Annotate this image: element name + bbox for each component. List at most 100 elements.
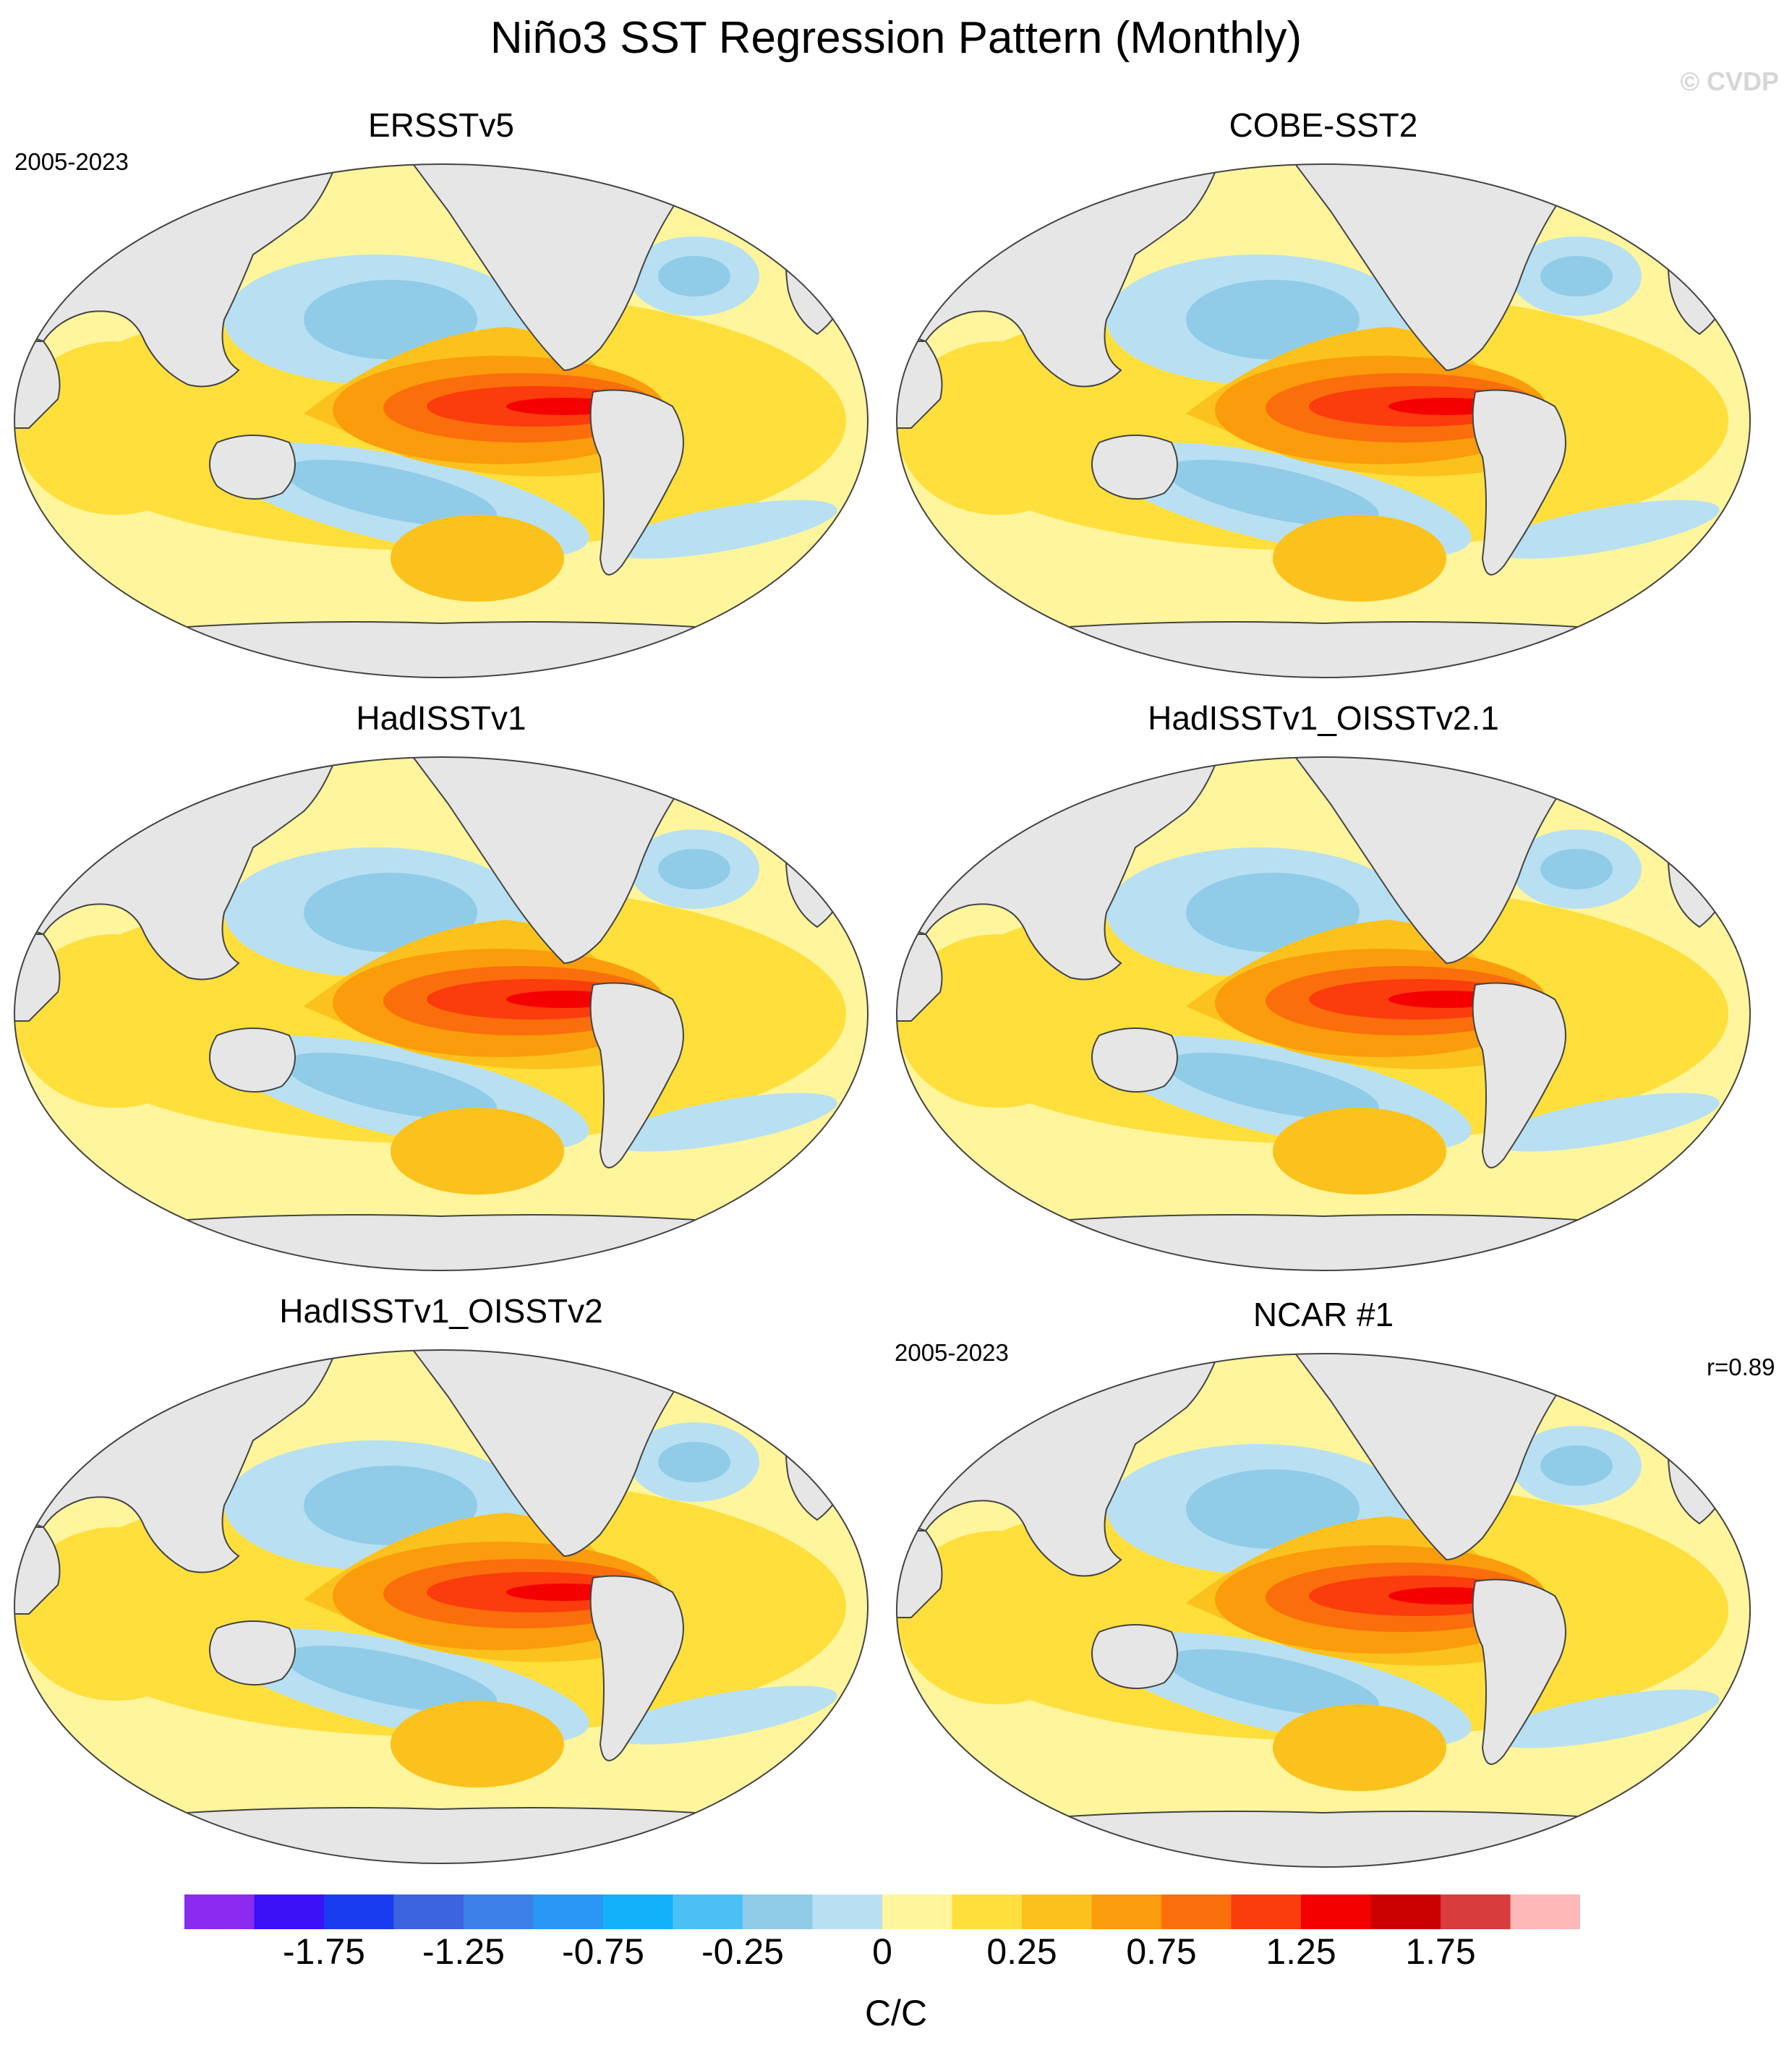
panel-title: ERSSTv5 bbox=[368, 106, 514, 144]
sst-contour bbox=[1491, 500, 1720, 559]
map-panel: HadISSTv1_OISSTv2 bbox=[0, 1294, 882, 1887]
land-mass bbox=[209, 1028, 296, 1093]
colorbar-tick-label: -1.25 bbox=[422, 1931, 505, 1972]
land-mass bbox=[589, 982, 684, 1169]
land-mass bbox=[1472, 1578, 1566, 1765]
map-outline bbox=[14, 1349, 869, 1864]
sst-contour bbox=[658, 1442, 730, 1482]
map-field bbox=[14, 1350, 868, 1863]
sst-contour bbox=[1166, 1649, 1379, 1717]
sst-contour bbox=[14, 1527, 217, 1701]
sst-contour bbox=[609, 500, 837, 559]
colorbar-segment bbox=[1370, 1894, 1441, 1929]
colorbar-segment bbox=[1161, 1894, 1232, 1929]
colorbar-segment bbox=[1022, 1894, 1092, 1929]
period-label: 2005-2023 bbox=[895, 1339, 1009, 1366]
sst-contour bbox=[304, 280, 477, 359]
sst-contour bbox=[1491, 1689, 1720, 1748]
colorbar-segment bbox=[464, 1894, 534, 1929]
land-mass bbox=[209, 435, 296, 500]
sst-map bbox=[896, 1353, 1751, 1868]
colorbar-tick-label: 1.25 bbox=[1266, 1931, 1336, 1972]
colorbar-segment bbox=[952, 1894, 1022, 1929]
colorbar-segment bbox=[743, 1894, 813, 1929]
map-field bbox=[14, 164, 868, 678]
colorbar-segment bbox=[603, 1894, 673, 1929]
colorbar-segment bbox=[673, 1894, 743, 1929]
map-outline bbox=[14, 163, 869, 678]
sst-contour bbox=[1186, 1469, 1360, 1549]
sst-contour bbox=[1166, 1052, 1379, 1120]
page-title: Niño3 SST Regression Pattern (Monthly) bbox=[490, 13, 1302, 63]
sst-contour bbox=[1491, 1093, 1720, 1152]
sst-contour bbox=[609, 1093, 837, 1152]
colorbar-tick-label: -0.75 bbox=[562, 1931, 644, 1972]
sst-map bbox=[14, 1349, 869, 1864]
land-mass bbox=[14, 1807, 868, 1863]
land-mass bbox=[1091, 435, 1178, 500]
colorbar-tick-label: -0.25 bbox=[701, 1931, 784, 1972]
map-panel: ERSSTv5 bbox=[0, 108, 882, 701]
map-field bbox=[897, 1354, 1750, 1867]
panel-title: NCAR #1 bbox=[1253, 1296, 1394, 1333]
colorbar bbox=[184, 1894, 1580, 1929]
land-mass bbox=[1472, 982, 1566, 1169]
colorbar-tick-label: -1.75 bbox=[283, 1931, 365, 1972]
colorbar-segment bbox=[533, 1894, 603, 1929]
panel-title: HadISSTv1_OISSTv2.1 bbox=[1148, 699, 1499, 737]
map-field bbox=[897, 757, 1750, 1270]
period-label: 2005-2023 bbox=[14, 148, 129, 175]
land-mass bbox=[1091, 1624, 1178, 1689]
colorbar-segment bbox=[1510, 1894, 1580, 1929]
sst-contour bbox=[304, 873, 477, 952]
colorbar-segment bbox=[1301, 1894, 1371, 1929]
panel-title: HadISSTv1_OISSTv2 bbox=[279, 1292, 603, 1330]
sst-contour bbox=[391, 1108, 564, 1195]
sst-contour bbox=[284, 1052, 497, 1120]
sst-contour bbox=[658, 849, 730, 889]
land-mass bbox=[589, 1575, 684, 1761]
land-mass bbox=[14, 621, 868, 678]
land-mass bbox=[1091, 1028, 1178, 1093]
sst-map bbox=[14, 756, 869, 1271]
sst-contour bbox=[1186, 873, 1360, 952]
land-mass bbox=[209, 1620, 296, 1686]
map-panel: NCAR #1 bbox=[882, 1298, 1765, 1891]
sst-contour bbox=[658, 256, 730, 296]
land-mass bbox=[897, 1811, 1750, 1867]
colorbar-segment bbox=[184, 1894, 255, 1929]
panel-title: COBE-SST2 bbox=[1229, 106, 1418, 144]
sst-contour bbox=[897, 341, 1099, 515]
sst-contour bbox=[897, 1531, 1099, 1704]
map-panel: HadISSTv1 bbox=[0, 701, 882, 1294]
watermark: © CVDP bbox=[1680, 67, 1779, 96]
map-outline bbox=[896, 756, 1751, 1271]
colorbar-segment bbox=[393, 1894, 464, 1929]
sst-contour bbox=[284, 459, 497, 527]
land-mass bbox=[897, 1214, 1750, 1270]
colorbar-segment bbox=[1231, 1894, 1301, 1929]
map-field bbox=[897, 164, 1750, 678]
sst-contour bbox=[1166, 459, 1379, 527]
sst-contour bbox=[14, 934, 217, 1108]
colorbar-segment bbox=[254, 1894, 324, 1929]
correlation-label: r=0.89 bbox=[1707, 1354, 1775, 1380]
colorbar-units: C/C bbox=[864, 1993, 928, 2033]
sst-contour bbox=[1273, 1108, 1446, 1195]
sst-map bbox=[14, 163, 869, 678]
map-field bbox=[14, 757, 868, 1270]
map-outline bbox=[14, 756, 869, 1271]
sst-contour bbox=[304, 1466, 477, 1545]
map-panel: COBE-SST2 bbox=[882, 108, 1765, 701]
sst-contour bbox=[897, 934, 1099, 1108]
sst-contour bbox=[609, 1686, 837, 1745]
sst-contour bbox=[1540, 256, 1613, 296]
land-mass bbox=[897, 621, 1750, 678]
colorbar-segment bbox=[324, 1894, 394, 1929]
sst-map bbox=[896, 163, 1751, 678]
colorbar-tick-label: 0 bbox=[872, 1931, 892, 1972]
sst-contour bbox=[284, 1645, 497, 1713]
colorbar-tick-label: 1.75 bbox=[1405, 1931, 1476, 1972]
map-outline bbox=[896, 163, 1751, 678]
sst-contour bbox=[1540, 849, 1613, 889]
